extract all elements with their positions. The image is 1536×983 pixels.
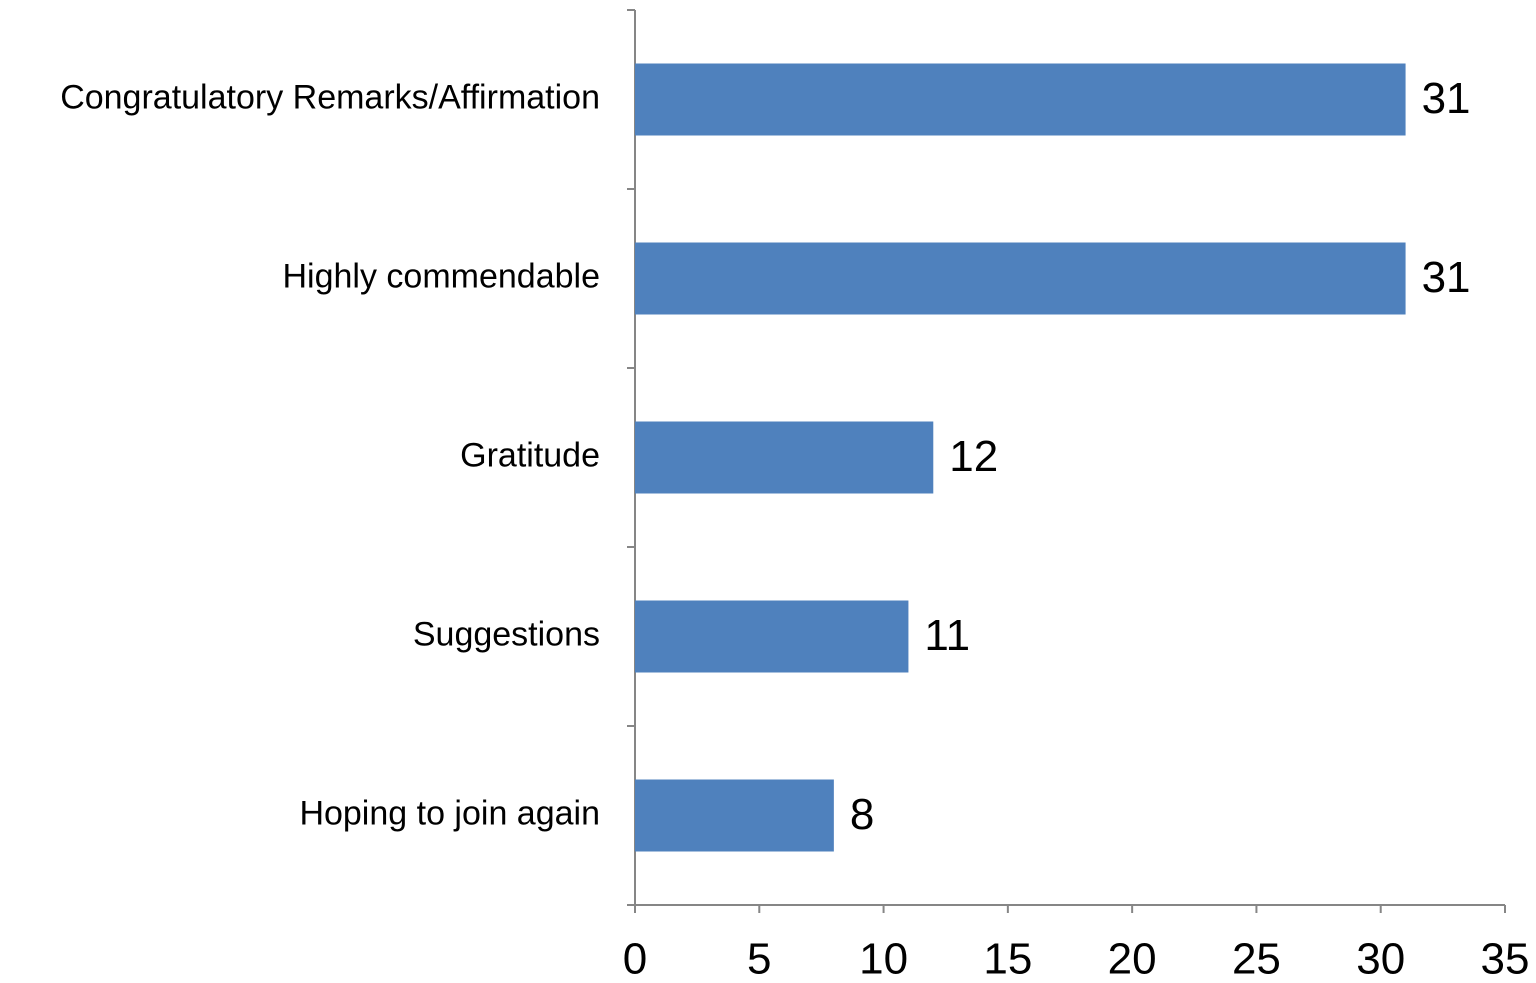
category-label: Congratulatory Remarks/Affirmation [60,78,600,116]
x-tick-label: 10 [859,935,908,983]
category-label: Gratitude [460,436,600,474]
x-tick-label: 25 [1232,935,1281,983]
data-label: 11 [924,611,970,660]
x-tick-label: 15 [983,935,1032,983]
x-tick-label: 35 [1481,935,1530,983]
data-label: 31 [1422,74,1471,123]
data-label: 31 [1422,253,1471,302]
x-tick-label: 30 [1356,935,1405,983]
bar [635,242,1406,315]
data-label: 8 [850,790,874,839]
category-label: Suggestions [413,615,600,653]
data-label: 12 [949,432,998,481]
bar [635,421,934,494]
x-tick-label: 0 [623,935,647,983]
bar [635,779,834,852]
x-tick-label: 20 [1108,935,1157,983]
category-label: Highly commendable [283,257,601,295]
x-tick-label: 5 [747,935,771,983]
bar [635,600,909,673]
bar [635,63,1406,136]
category-label: Hoping to join again [299,794,600,832]
